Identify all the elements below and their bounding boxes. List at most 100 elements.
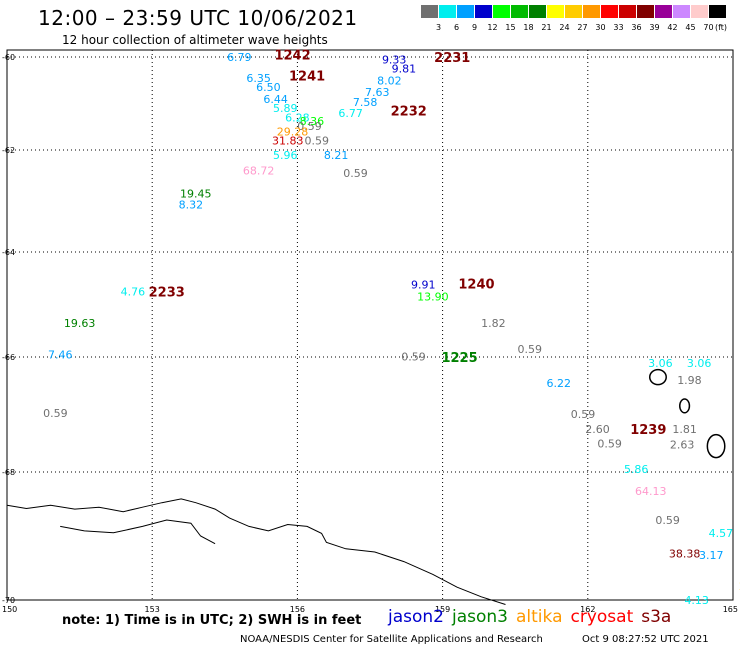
island-outline: [706, 433, 726, 459]
pass-time-label: 1240: [458, 278, 494, 293]
lat-tick-label: -62: [2, 146, 15, 155]
lat-tick-label: -68: [2, 468, 15, 477]
satellite-s3a: s3a: [641, 607, 672, 627]
legend-swatch: [655, 5, 672, 18]
legend-label: 70: [703, 23, 714, 32]
satellite-cryosat: cryosat: [570, 607, 634, 627]
legend-swatch: [529, 5, 546, 18]
satellite-altika: altika: [516, 607, 563, 627]
map-frame: [6, 49, 734, 601]
wave-height-label: 3.06: [648, 357, 673, 370]
wave-height-label: 6.28: [285, 111, 310, 124]
map-grid: [6, 50, 734, 601]
wave-height-label: 7.63: [365, 86, 390, 99]
legend-swatch: [601, 5, 618, 18]
satellite-jason3: jason3: [452, 607, 508, 627]
legend-label: 21: [541, 23, 552, 32]
satellite-jason2: jason2: [388, 607, 444, 627]
wave-height-label: 9.91: [411, 279, 436, 292]
wave-height-label: 9.33: [382, 53, 407, 66]
pass-time-label: 1242: [274, 49, 310, 64]
legend-swatch: [511, 5, 528, 18]
wave-height-label: 6.77: [338, 107, 363, 120]
wave-height-label: 0.59: [517, 343, 542, 356]
legend-swatch: [439, 5, 456, 18]
wave-height-label: 8.36: [300, 115, 325, 128]
wave-height-label: 1.98: [677, 374, 702, 387]
lon-tick-label: 159: [435, 605, 450, 614]
wave-height-label: 6.44: [263, 93, 288, 106]
pass-time-label: 1241: [289, 70, 325, 85]
generated-timestamp: Oct 9 08:27:52 UTC 2021: [582, 634, 709, 645]
wave-height-label: 31.83: [272, 135, 304, 148]
lat-tick-label: -60: [2, 53, 15, 62]
wave-height-label: 8.02: [377, 74, 402, 87]
lon-tick-label: 153: [145, 605, 160, 614]
legend-label: 3: [435, 23, 442, 32]
wave-height-label: 64.13: [635, 485, 667, 498]
lat-tick-label: -64: [2, 248, 15, 257]
pass-time-label: 2233: [149, 285, 185, 300]
pass-time-label: 1225: [441, 351, 477, 366]
wave-height-label: 2.63: [670, 438, 695, 451]
legend-swatch: [583, 5, 600, 18]
legend-swatch: [475, 5, 492, 18]
wave-height-label: 8.21: [324, 149, 349, 162]
satellite-legend: jason2 jason3 altika cryosat s3a: [388, 607, 679, 627]
legend-swatch: [457, 5, 474, 18]
lon-tick-label: 162: [580, 605, 595, 614]
island-outline: [679, 398, 691, 414]
legend-label: 18: [523, 23, 534, 32]
footer-note: note: 1) Time is in UTC; 2) SWH is in fe…: [62, 613, 362, 628]
page-title: 12:00 – 23:59 UTC 10/06/2021: [38, 6, 358, 30]
wave-height-labels: 6.79 9.339.81 6.35 8.02 6.50 7.63 6.44 7.58 5.89…: [43, 51, 740, 607]
legend-swatch: [565, 5, 582, 18]
legend-unit: (ft): [715, 23, 728, 32]
wave-height-label: 6.79: [227, 51, 252, 64]
wave-height-label: 5.96: [273, 149, 298, 162]
legend-swatch: [691, 5, 708, 18]
wave-height-label: 7.58: [353, 96, 378, 109]
wave-height-label: 3.06: [687, 357, 712, 370]
wave-height-label: 0.59: [43, 407, 68, 420]
wave-height-label: 1.82: [481, 317, 506, 330]
wave-height-label: 0.59: [297, 120, 322, 133]
wave-height-label: 6.35: [246, 72, 271, 85]
legend-label: 15: [505, 23, 516, 32]
wave-height-label: 4.57: [709, 527, 734, 540]
legend-label: 45: [685, 23, 696, 32]
wave-height-label: 13.90: [417, 291, 449, 304]
wave-height-label: 19.45: [180, 187, 212, 200]
wave-height-label: 0.59: [571, 408, 596, 421]
legend-label: 42: [667, 23, 678, 32]
wave-height-label: 38.38: [669, 547, 701, 560]
wave-height-label: 2.60: [585, 423, 610, 436]
legend-label: 36: [631, 23, 642, 32]
lon-tick-label: 150: [2, 605, 17, 614]
pass-time-label: 2232: [391, 104, 427, 119]
legend-swatch: [547, 5, 564, 18]
legend-label: 6: [453, 23, 460, 32]
wave-height-label: 0.59: [655, 514, 680, 527]
wave-height-label: 0.59: [401, 350, 426, 363]
pass-labels: 1242223112412232223312401225122612391434…: [149, 49, 740, 607]
legend-label: 39: [649, 23, 660, 32]
island-outline: [649, 368, 667, 386]
wave-height-label: 0.59: [597, 437, 622, 450]
legend-swatch: [421, 5, 438, 18]
legend-label: 24: [559, 23, 570, 32]
pass-time-label: 2231: [434, 51, 470, 66]
legend-label: 27: [577, 23, 588, 32]
coastline-main: [6, 498, 506, 605]
wave-height-label: 4.76: [121, 285, 146, 298]
legend-swatch: [619, 5, 636, 18]
legend-label: 30: [595, 23, 606, 32]
wave-height-label: 9.81: [392, 63, 417, 76]
wave-height-label: 8.32: [179, 199, 204, 212]
credit-text: NOAA/NESDIS Center for Satellite Applica…: [240, 634, 543, 645]
legend-swatch: [637, 5, 654, 18]
wave-height-label: 68.72: [243, 164, 275, 177]
wave-height-label: 1.81: [672, 423, 697, 436]
